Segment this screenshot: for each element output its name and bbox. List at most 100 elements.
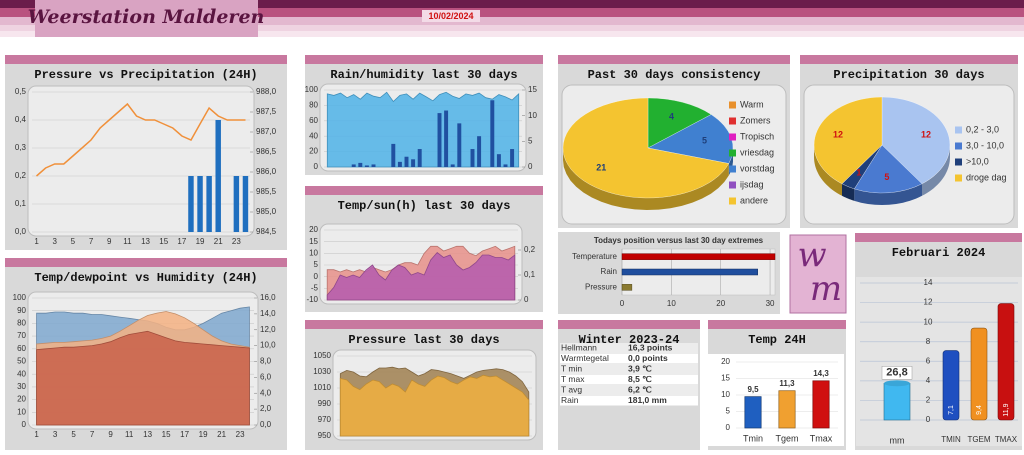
y-tick-label: 10 xyxy=(309,248,318,257)
pie-value-label: 5 xyxy=(884,172,889,182)
table-cell: 16,3 points xyxy=(628,342,673,352)
logo-box xyxy=(789,234,847,314)
legend-swatch xyxy=(955,174,962,182)
table-cell: 8,5 ℃ xyxy=(628,374,652,384)
x-tick-label: Tmin xyxy=(743,433,763,443)
panel-header-bar xyxy=(305,55,543,64)
table-cell: Hellmann xyxy=(561,342,597,352)
bar xyxy=(444,110,449,167)
bar xyxy=(364,165,369,167)
legend-label: ijsdag xyxy=(740,179,764,189)
value-label: 9,5 xyxy=(747,385,759,394)
bar xyxy=(621,284,633,291)
legend-label: 0,2 - 3,0 xyxy=(966,124,999,134)
bar xyxy=(778,390,796,429)
y-tick-label: 5 xyxy=(726,407,731,416)
y2-tick-label: 0,0 xyxy=(260,420,272,429)
y-tick-label: 0,4 xyxy=(15,115,27,124)
bar xyxy=(371,164,376,167)
rain-cylinder-top xyxy=(884,380,910,387)
x-tick-label: 21 xyxy=(217,430,226,439)
x-tick-label: TMAX xyxy=(995,435,1018,444)
x-tick-label: 23 xyxy=(236,430,245,439)
y-tick-label: 100 xyxy=(13,293,27,302)
y-tick-label: 20 xyxy=(309,147,318,156)
bar xyxy=(404,156,409,167)
y-tick-label: 20 xyxy=(17,395,26,404)
area xyxy=(36,330,250,426)
pie-slice xyxy=(881,96,951,184)
legend-label: andere xyxy=(740,195,768,205)
pie-value-label: 5 xyxy=(702,135,707,145)
y-tick-label: 50 xyxy=(17,357,26,366)
rain-category: mm xyxy=(890,435,905,445)
y-tick-label: 20 xyxy=(309,225,318,234)
x-tick-label: TGEM xyxy=(967,435,990,444)
legend-label: droge dag xyxy=(966,172,1007,182)
bar xyxy=(242,176,249,232)
x-tick-label: TMIN xyxy=(941,435,961,444)
value-label: 9,4 xyxy=(976,405,983,415)
pie-slice xyxy=(854,144,923,194)
panel-title: Past 30 days consistency xyxy=(588,68,761,82)
table-cell: Rain xyxy=(561,395,579,405)
y2-tick-label: 14,0 xyxy=(260,309,276,318)
table-row xyxy=(560,374,698,385)
legend-swatch xyxy=(729,133,736,141)
y-tick-label: 10 xyxy=(924,317,933,326)
y-tick-label: 1050 xyxy=(313,351,331,360)
y-tick-label: 0 xyxy=(22,420,27,429)
table-cell: 6,2 ℃ xyxy=(628,384,652,394)
y2-tick-label: 987,5 xyxy=(256,107,277,116)
y-tick-label: Rain xyxy=(601,267,617,276)
y-tick-label: 10 xyxy=(721,390,730,399)
table-cell: T min xyxy=(561,363,582,373)
table-cell: T max xyxy=(561,374,585,384)
y2-tick-label: 985,5 xyxy=(256,187,277,196)
logo-letter: w xyxy=(797,235,826,275)
y-tick-label: 70 xyxy=(17,331,26,340)
x-tick-label: 7 xyxy=(89,237,94,246)
y-tick-label: 80 xyxy=(309,101,318,110)
y2-tick-label: 2,0 xyxy=(260,404,272,413)
y2-tick-label: 0,2 xyxy=(524,245,536,254)
pie-slice xyxy=(647,97,712,149)
x-tick-label: 17 xyxy=(180,430,189,439)
panel-header-bar xyxy=(5,258,287,267)
y-tick-label: 15 xyxy=(309,237,318,246)
area xyxy=(326,251,516,301)
y-tick-label: 6 xyxy=(926,356,931,365)
legend-label: Tropisch xyxy=(740,131,774,141)
site-title: Weerstation Malderen xyxy=(28,6,265,28)
table-cell: 3,9 ℃ xyxy=(628,363,652,373)
legend-swatch xyxy=(729,117,736,125)
title-box xyxy=(35,0,258,37)
y-tick-label: 1030 xyxy=(313,367,331,376)
legend-label: 3,0 - 10,0 xyxy=(966,140,1004,150)
pie-value-label: 4 xyxy=(669,111,674,121)
panel-title: Pressure last 30 days xyxy=(348,333,499,347)
y-tick-label: 0 xyxy=(314,162,319,171)
y2-tick-label: 10 xyxy=(528,111,537,120)
logo-letter: m xyxy=(810,269,842,309)
header-band xyxy=(0,31,1024,37)
y-tick-label: 8 xyxy=(926,337,931,346)
y-tick-label: 0 xyxy=(314,272,319,281)
thermometer-bar xyxy=(997,303,1015,421)
bar xyxy=(188,176,194,232)
y-tick-label: 100 xyxy=(305,85,319,94)
bar xyxy=(510,149,515,167)
thermometer-bar xyxy=(942,350,960,421)
y-tick-label: 40 xyxy=(17,369,26,378)
y2-tick-label: 984,5 xyxy=(256,227,277,236)
y2-tick-label: 0 xyxy=(524,295,529,304)
bar xyxy=(457,123,462,167)
x-tick-label: 10 xyxy=(667,299,676,308)
table-row xyxy=(560,353,698,364)
pie-side xyxy=(814,145,842,196)
panel-title: Temp/dewpoint vs Humidity (24H) xyxy=(34,271,257,285)
legend-swatch xyxy=(955,158,962,166)
x-tick-label: 11 xyxy=(123,237,132,246)
y2-tick-label: 10,0 xyxy=(260,341,276,350)
